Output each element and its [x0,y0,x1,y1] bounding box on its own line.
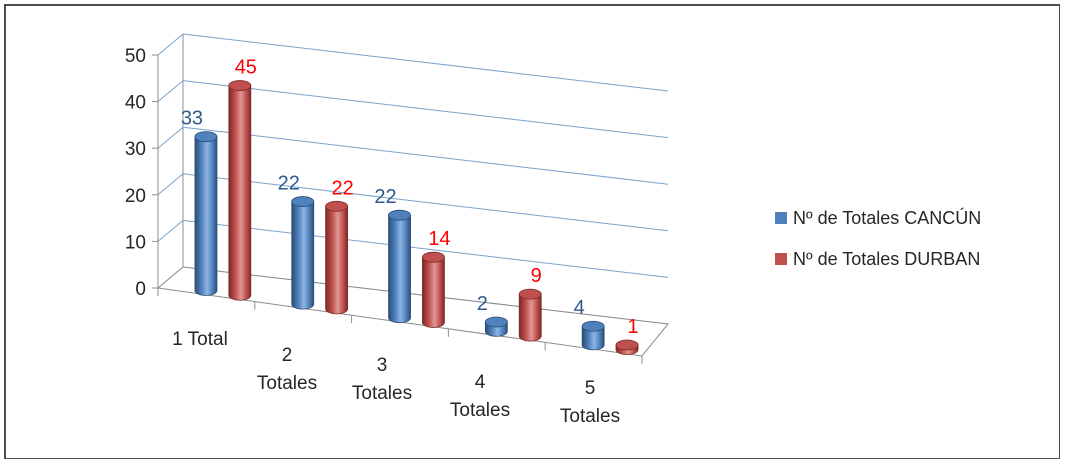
bar-n-de-totales-canc-n-5-totales [581,320,605,351]
x-tick-label-3-totales: 3 Totales [352,355,412,404]
data-label-n-de-totales-canc-n-1-total: 33 [181,108,203,130]
x-tick-label-line: 5 [585,378,596,399]
data-label-n-de-totales-canc-n-2-totales: 22 [278,173,300,195]
bar-body [194,136,218,296]
x-tick-label-line: 2 [282,345,293,366]
gridline-30 [182,126,669,185]
gridline-40 [182,80,669,139]
bar-top [325,200,349,212]
y-tick-label-50: 50 [125,46,146,67]
bar-top [291,196,315,207]
x-tick-label-line: Totales [560,406,620,427]
gridline-50 [182,33,669,92]
bar-body [291,201,315,310]
x-tick-label-line: Totales [352,383,412,404]
bar-body [228,85,252,301]
legend-swatch-n-de-totales-durban [775,253,787,265]
legend-label-n-de-totales-canc-n: Nº de Totales CANCÚN [793,207,981,228]
bar-top [388,209,411,221]
bar-n-de-totales-canc-n-2-totales [291,196,315,310]
x-tick-label-line: 4 [475,372,486,393]
bar-top [484,316,508,328]
data-label-n-de-totales-durban-4-totales: 9 [531,265,542,287]
bar-body [581,325,605,351]
gridline-side-50 [157,33,184,56]
data-label-n-de-totales-canc-n-4-totales: 2 [477,293,488,315]
bar-n-de-totales-canc-n-3-totales [388,209,411,324]
bar-top [228,80,252,91]
bar-body [388,214,411,324]
bar-top [615,339,639,351]
gridline-side-30 [157,126,184,149]
y-tick-label-10: 10 [125,232,146,253]
y-tick-label-40: 40 [125,93,146,114]
bar-n-de-totales-canc-n-4-totales [484,316,508,337]
x-tick-label-line: Totales [257,373,317,394]
x-tick-label-4-totales: 4 Totales [450,372,510,421]
bar-n-de-totales-durban-3-totales [422,251,445,328]
bar-body [325,205,349,315]
data-label-n-de-totales-durban-3-totales: 14 [428,228,450,250]
bar-n-de-totales-canc-n-1-total [194,131,218,296]
data-label-n-de-totales-canc-n-3-totales: 22 [374,186,396,208]
bar-n-de-totales-durban-1-total [228,80,252,301]
bar-top [581,320,605,332]
x-tick-label-line: 3 [377,355,388,376]
y-tick-label-20: 20 [125,186,146,207]
bar-n-de-totales-durban-5-totales [615,339,639,356]
bar-body [518,293,542,342]
data-label-n-de-totales-durban-2-totales: 22 [331,177,353,199]
bar-top [422,251,445,263]
gridline-side-40 [157,80,184,102]
chart-frame [4,4,1060,459]
x-tick-label-1-total: 1 Total [172,329,228,350]
bar-n-de-totales-durban-4-totales [518,288,542,342]
data-label-n-de-totales-durban-5-totales: 1 [627,316,638,338]
x-tick-label-2-totales: 2 Totales [257,345,317,394]
gridline-20 [182,173,669,232]
data-label-n-de-totales-canc-n-5-totales: 4 [574,297,585,319]
bar-n-de-totales-durban-2-totales [325,200,349,315]
x-tick-label-line: 1 Total [172,329,228,350]
legend-swatch-n-de-totales-canc-n [775,212,787,224]
gridline-side-20 [157,173,184,196]
bar-top [518,288,542,300]
bar-body [422,256,445,328]
legend-label-n-de-totales-durban: Nº de Totales DURBAN [793,249,980,269]
data-label-n-de-totales-durban-1-total: 45 [235,57,257,79]
y-tick-label-30: 30 [125,139,146,160]
gridline-side-10 [157,220,184,242]
y-tick-label-0: 0 [135,279,146,300]
x-tick-label-5-totales: 5 Totales [560,378,620,427]
gridline-10 [182,219,669,278]
bar-top [194,131,218,143]
x-tick-label-line: Totales [450,400,510,421]
